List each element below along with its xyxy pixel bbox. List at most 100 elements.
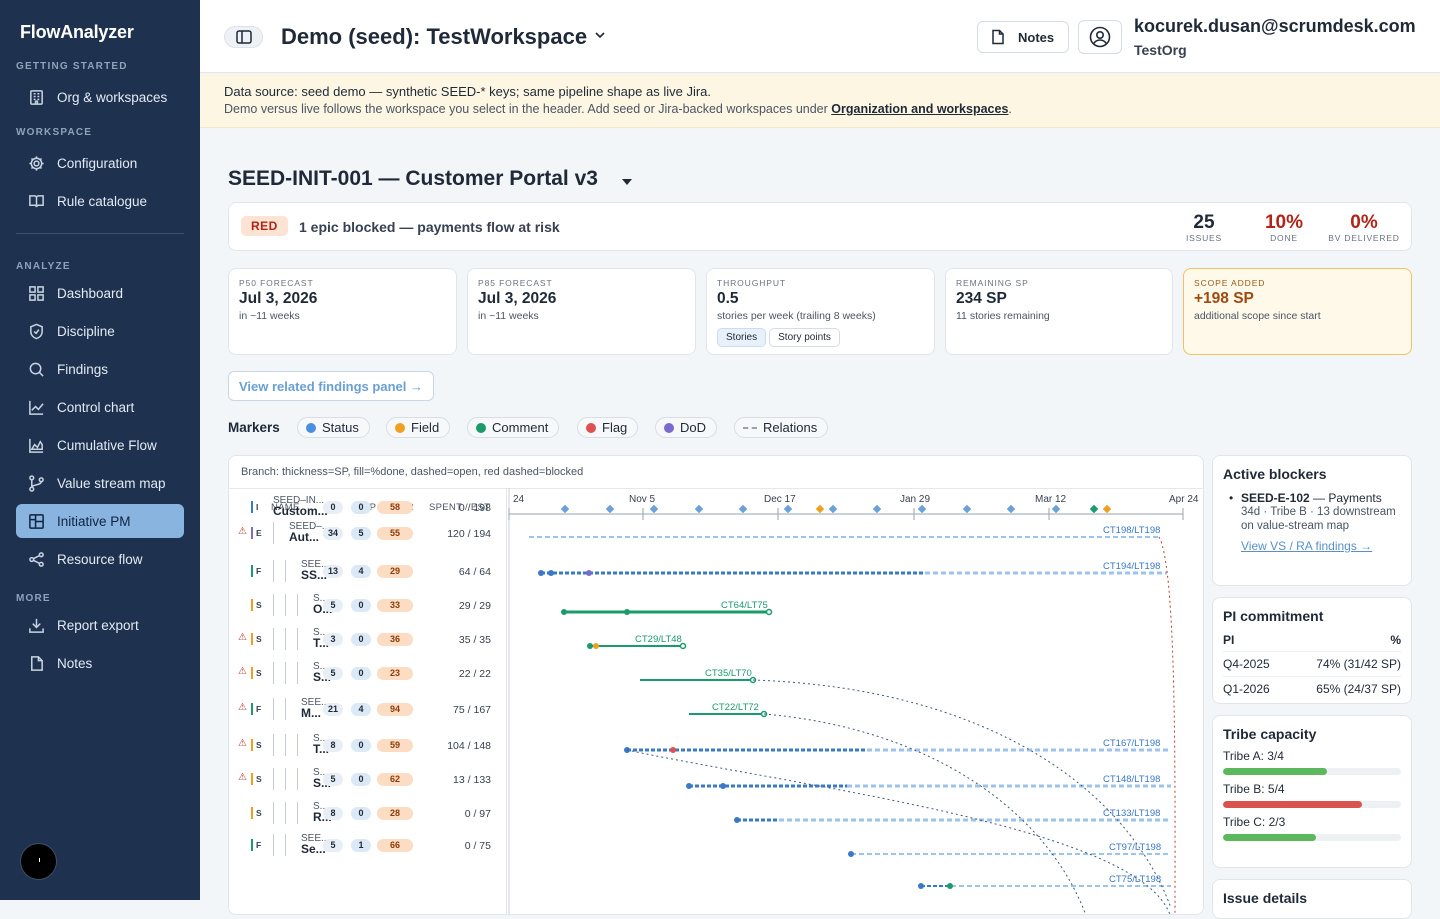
caret-down-icon[interactable] bbox=[622, 179, 632, 185]
stat-value: 25 bbox=[1193, 212, 1215, 233]
app-logo[interactable]: FlowAnalyzer bbox=[20, 22, 134, 42]
blocker-key[interactable]: SEED-E-102 bbox=[1241, 491, 1310, 505]
event-dot bbox=[670, 747, 676, 753]
card-heading: PI commitment bbox=[1223, 608, 1324, 624]
marker-toggle-field[interactable]: Field bbox=[386, 417, 451, 438]
marker-toggle-comment[interactable]: Comment bbox=[467, 417, 560, 438]
org-workspaces-link[interactable]: Organization and workspaces bbox=[831, 102, 1009, 116]
cycle-time-label: CT148/LT198 bbox=[1103, 774, 1160, 785]
sidebar-item-value-stream-map[interactable]: Value stream map bbox=[16, 466, 184, 500]
bv-pill: 0 bbox=[351, 739, 371, 752]
tree-guide bbox=[285, 560, 286, 582]
workspace-selector[interactable]: Demo (seed): TestWorkspace bbox=[281, 24, 588, 49]
stat-label: ISSUES bbox=[1186, 233, 1222, 243]
capacity-bar bbox=[1223, 801, 1401, 808]
toggle-story-points[interactable]: Story points bbox=[769, 328, 840, 347]
table-row[interactable]: ⚠ S S... T... 3 0 36 35 / 35 bbox=[229, 624, 507, 654]
marker-toggle-status[interactable]: Status bbox=[297, 417, 370, 438]
issue-type-label: F bbox=[256, 840, 262, 850]
risk-pill: 55 bbox=[377, 527, 413, 540]
table-row[interactable]: F SEE... Se... 5 1 66 0 / 75 bbox=[229, 830, 507, 860]
event-dot bbox=[918, 883, 924, 889]
field-marker bbox=[815, 504, 825, 514]
sidebar-item-org-workspaces[interactable]: Org & workspaces bbox=[16, 80, 184, 114]
table-row[interactable]: ⚠ S S... S... 5 0 62 13 / 133 bbox=[229, 764, 507, 794]
table-row[interactable]: S S... R... 8 0 28 0 / 97 bbox=[229, 798, 507, 828]
warning-icon: ⚠ bbox=[238, 702, 247, 713]
table-row[interactable]: ⚠ S S... T... 8 0 59 104 / 148 bbox=[229, 730, 507, 760]
view-findings-button[interactable]: View related findings panel → bbox=[228, 371, 434, 401]
pi-name: Q4-2025 bbox=[1223, 651, 1287, 677]
banner-text-end: . bbox=[1008, 102, 1012, 116]
issue-name[interactable]: SEE... M... bbox=[301, 697, 333, 719]
issue-type-label: F bbox=[256, 566, 262, 576]
sp-pill: 8 bbox=[323, 739, 343, 752]
axis-tick-label: Jan 29 bbox=[900, 494, 930, 505]
status-marker bbox=[917, 504, 927, 514]
table-row[interactable]: ⚠ S S... S... 5 0 23 22 / 22 bbox=[229, 658, 507, 688]
sidebar-item-discipline[interactable]: Discipline bbox=[16, 314, 184, 348]
user-menu-button[interactable] bbox=[1078, 20, 1122, 54]
table-row[interactable]: ⚠ F SEE... M... 21 4 94 75 / 167 bbox=[229, 694, 507, 724]
stat-label: BV DELIVERED bbox=[1328, 233, 1400, 243]
issue-name[interactable]: SEED–... Aut... bbox=[289, 521, 333, 543]
cycle-time-label: CT194/LT198 bbox=[1103, 561, 1160, 572]
sidebar-item-configuration[interactable]: Configuration bbox=[16, 146, 184, 180]
share-icon bbox=[29, 551, 44, 567]
marker-toggle-relations[interactable]: Relations bbox=[734, 417, 829, 438]
sidebar-item-notes[interactable]: Notes bbox=[16, 646, 184, 680]
sidebar-item-findings[interactable]: Findings bbox=[16, 352, 184, 386]
notes-button[interactable]: Notes bbox=[977, 21, 1069, 53]
tribe-capacity-card: Tribe capacity Tribe A: 3/4 Tribe B: 5/4 T… bbox=[1212, 715, 1412, 868]
tree-guide bbox=[297, 628, 298, 650]
bv-pill: 4 bbox=[351, 565, 371, 578]
marker-toggle-dod[interactable]: DoD bbox=[655, 417, 718, 438]
tribe-item: Tribe C: 2/3 bbox=[1223, 815, 1401, 841]
capacity-fill bbox=[1223, 801, 1362, 808]
tree-guide bbox=[273, 734, 274, 756]
issue-type-label: S bbox=[256, 634, 262, 644]
type-color-bar bbox=[251, 599, 253, 611]
marker-label: Flag bbox=[602, 420, 628, 435]
toggle-stories[interactable]: Stories bbox=[717, 328, 767, 347]
sidebar-item-control-chart[interactable]: Control chart bbox=[16, 390, 184, 424]
card-title: P85 FORECAST bbox=[478, 278, 553, 288]
marker-toggle-flag[interactable]: Flag bbox=[577, 417, 639, 438]
pi-commitment-card: PI commitment PI% Q4-2025 74% (31/42 SP) … bbox=[1212, 597, 1412, 704]
notes-button-label: Notes bbox=[1018, 29, 1055, 45]
download-icon bbox=[29, 618, 44, 633]
view-vs-ra-findings-link[interactable]: View VS / RA findings → bbox=[1241, 539, 1373, 553]
card-scope-added: SCOPE ADDED +198 SP additional scope sin… bbox=[1183, 268, 1412, 355]
issue-name[interactable]: SEE... Se... bbox=[301, 833, 333, 855]
sidebar-item-rule-catalogue[interactable]: Rule catalogue bbox=[16, 184, 184, 218]
user-email: kocurek.dusan@scrumdesk.com bbox=[1134, 16, 1416, 36]
sidebar: FlowAnalyzer GETTING STARTED Org & works… bbox=[0, 0, 200, 900]
issue-summary: Aut... bbox=[289, 530, 319, 543]
pi-value: 74% (31/42 SP) bbox=[1286, 651, 1401, 677]
sidebar-item-dashboard[interactable]: Dashboard bbox=[16, 276, 184, 310]
user-circle-icon bbox=[1089, 26, 1111, 48]
bv-pill: 0 bbox=[351, 667, 371, 680]
table-row[interactable]: ⚠ E SEED–... Aut... 34 5 55 120 / 194 bbox=[229, 518, 507, 548]
banner-line-1: Data source: seed demo — synthetic SEED-… bbox=[224, 84, 712, 99]
axis-tick-label: Mar 12 bbox=[1035, 494, 1067, 505]
sidebar-item-cumulative-flow[interactable]: Cumulative Flow bbox=[16, 428, 184, 462]
sidebar-item-resource-flow[interactable]: Resource flow bbox=[16, 542, 184, 576]
pi-col-header: PI bbox=[1223, 633, 1235, 647]
table-row[interactable]: S S... O... 5 0 33 29 / 29 bbox=[229, 590, 507, 620]
table-row[interactable]: F SEE... SS... 13 4 29 64 / 64 bbox=[229, 556, 507, 586]
sidebar-item-initiative-pm[interactable]: Initiative PM bbox=[16, 504, 184, 538]
status-marker bbox=[828, 504, 838, 514]
help-round-button[interactable] bbox=[20, 843, 57, 880]
issue-name[interactable]: SEED–IN... Custom... bbox=[273, 495, 333, 517]
section-getting-started: GETTING STARTED bbox=[16, 61, 128, 72]
sidebar-item-report-export[interactable]: Report export bbox=[16, 608, 184, 642]
initiative-selector[interactable]: SEED-INIT-001 — Customer Portal v3 bbox=[228, 167, 598, 190]
sidebar-item-label: Notes bbox=[57, 655, 93, 671]
chevron-down-icon[interactable] bbox=[594, 30, 606, 40]
issue-name[interactable]: SEE... SS... bbox=[301, 559, 333, 581]
sidebar-toggle-button[interactable] bbox=[224, 26, 263, 48]
table-row[interactable]: I SEED–IN... Custom... 0 0 58 0 / 198 bbox=[229, 492, 507, 522]
tree-guide bbox=[285, 662, 286, 684]
gear-icon bbox=[29, 155, 44, 171]
